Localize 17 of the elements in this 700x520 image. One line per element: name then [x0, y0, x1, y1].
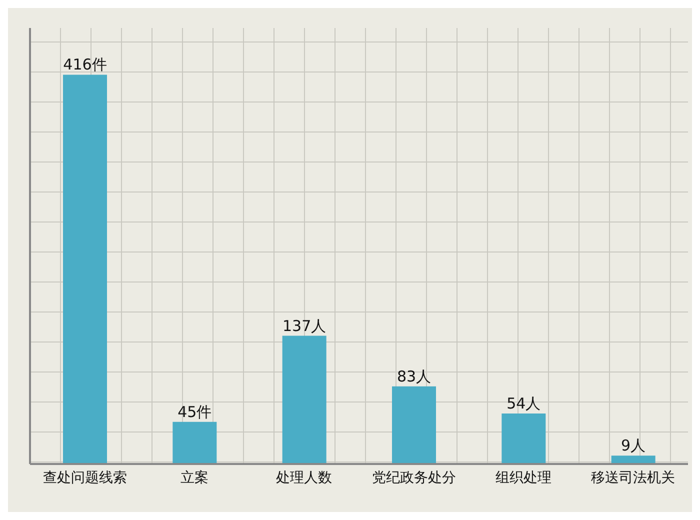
x-tick-label: 查处问题线索: [42, 470, 127, 486]
data-label: 137人: [282, 316, 326, 335]
bar: [172, 422, 217, 464]
x-tick-label: 立案: [180, 468, 208, 486]
data-label: 416件: [63, 56, 107, 74]
data-label: 83人: [396, 367, 432, 386]
x-tick-label: 处理人数: [276, 470, 332, 486]
bar: [392, 386, 436, 464]
data-label: 9人: [621, 436, 646, 455]
x-tick-label: 移送司法机关: [591, 470, 676, 486]
data-label: 54人: [506, 394, 541, 412]
data-label: 45件: [178, 402, 212, 421]
x-tick-label: 组织处理: [496, 470, 552, 486]
bar: [63, 74, 107, 464]
bar: [282, 336, 326, 464]
x-tick-label: 党纪政务处分: [372, 470, 456, 486]
bar: [502, 413, 546, 464]
